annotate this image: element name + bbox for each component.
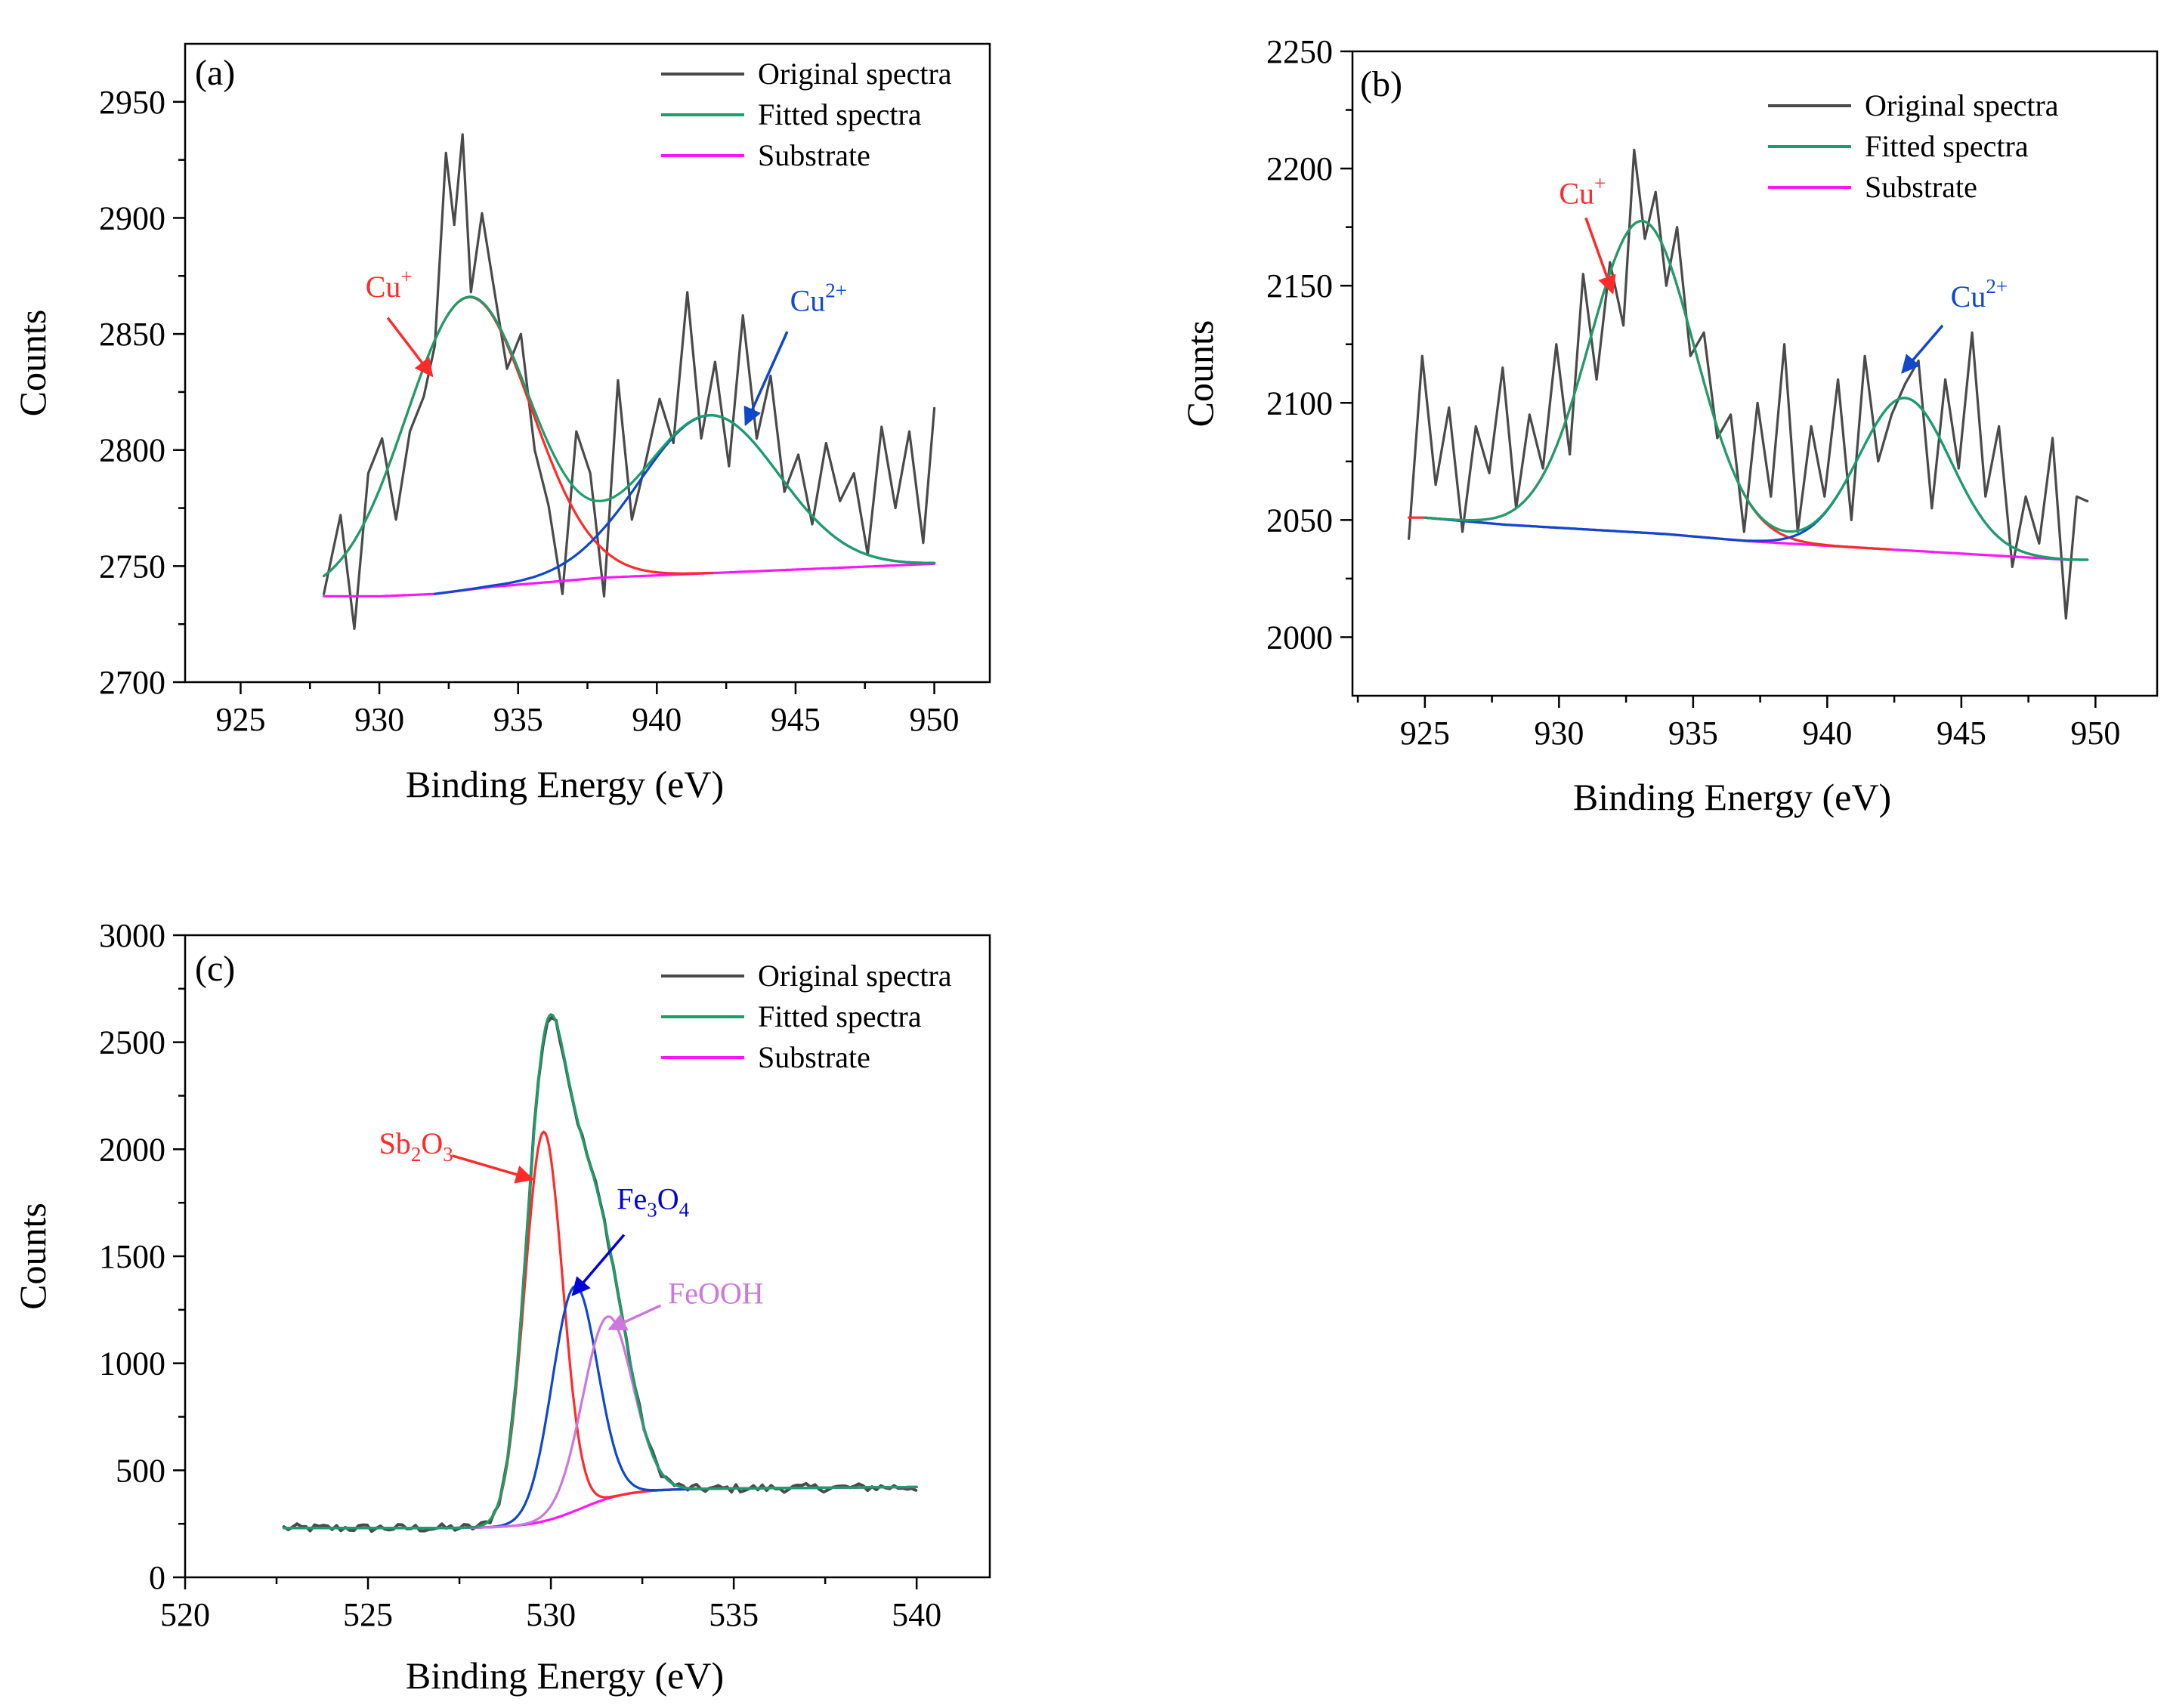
annotation-arrow xyxy=(1901,324,1944,374)
x-tick-label: 940 xyxy=(632,701,682,738)
y-tick-label: 2800 xyxy=(99,432,165,469)
y-axis-title: Counts xyxy=(11,1203,54,1310)
y-tick-label: 2950 xyxy=(99,84,165,121)
legend-label: Substrate xyxy=(1865,170,1977,204)
series-original-spectra xyxy=(1408,148,2089,620)
y-axis-title: Counts xyxy=(1179,320,1221,428)
x-tick-label: 940 xyxy=(1802,715,1852,752)
panel-a: 925 930 935 940 945 950 2700 2750 2800 2850 2900 29… xyxy=(11,42,991,805)
x-axis-title: Binding Energy (eV) xyxy=(406,1654,724,1697)
x-tick-label: 535 xyxy=(709,1596,759,1633)
annotation-label: Cu2+ xyxy=(790,279,847,317)
legend-label: Fitted spectra xyxy=(1865,129,2029,163)
series-fitted-spectra xyxy=(1423,220,2089,561)
legend-label: Original spectra xyxy=(758,57,952,91)
y-tick-label: 2200 xyxy=(1266,150,1333,187)
y-tick-label: 2850 xyxy=(99,316,165,353)
x-tick-label: 935 xyxy=(493,701,543,738)
annotation-arrow xyxy=(743,331,789,427)
x-tick-label: 925 xyxy=(215,701,265,738)
y-tick-label: 1500 xyxy=(99,1238,165,1275)
series-cu-component xyxy=(1408,220,1890,551)
y-tick-label: 2150 xyxy=(1266,267,1333,304)
legend: Original spectra Fitted spectra Substrate xyxy=(1768,88,2059,204)
annotation-label: Sb2O3 xyxy=(379,1126,453,1166)
y-tick-label: 500 xyxy=(116,1452,165,1489)
legend-label: Fitted spectra xyxy=(758,97,922,131)
y-tick-label: 1000 xyxy=(99,1345,165,1382)
x-tick-label: 945 xyxy=(771,701,821,738)
x-tick-label: 935 xyxy=(1668,715,1718,752)
annotation-arrow xyxy=(571,1234,626,1296)
y-tick-label: 2050 xyxy=(1266,502,1333,539)
annotation-arrow xyxy=(451,1154,535,1184)
panel-b: 925 930 935 940 945 950 2000 2050 2100 2150 2200 22… xyxy=(1179,33,2159,818)
y-axis-title: Counts xyxy=(11,310,54,417)
y-tick-label: 2000 xyxy=(1266,619,1333,656)
annotation-label: Cu+ xyxy=(366,265,413,304)
y-tick-label: 2900 xyxy=(99,199,165,236)
y-tick-label: 2100 xyxy=(1266,385,1333,422)
legend-label: Substrate xyxy=(758,1040,870,1074)
legend-label: Original spectra xyxy=(758,959,952,993)
annotation-label: Cu2+ xyxy=(1951,275,2008,313)
y-tick-label: 2700 xyxy=(99,664,165,701)
plot-area xyxy=(323,133,936,630)
series-original-spectra xyxy=(323,133,936,630)
plot-area xyxy=(282,1013,918,1533)
y-tick-label: 2000 xyxy=(99,1131,165,1168)
annotation-label: Fe3O4 xyxy=(617,1182,689,1222)
series-fitted-spectra xyxy=(283,1013,918,1530)
x-tick-label: 520 xyxy=(160,1596,210,1633)
panel-label: (a) xyxy=(195,53,235,93)
panel-label: (c) xyxy=(195,949,235,989)
x-tick-label: 945 xyxy=(1937,715,1986,752)
y-tick-label: 2500 xyxy=(99,1024,165,1061)
annotation-label: FeOOH xyxy=(668,1276,764,1310)
legend-label: Substrate xyxy=(758,138,870,172)
annotation-arrow xyxy=(607,1304,662,1331)
x-axis-title: Binding Energy (eV) xyxy=(1573,776,1891,818)
y-tick-label: 2250 xyxy=(1266,33,1333,70)
x-tick-label: 950 xyxy=(910,701,960,738)
annotation-label: Cu+ xyxy=(1559,172,1606,211)
legend-label: Fitted spectra xyxy=(758,999,922,1033)
legend: Original spectra Fitted spectra Substrate xyxy=(661,959,952,1074)
plot-frame xyxy=(1351,50,2159,697)
x-tick-label: 930 xyxy=(1534,715,1584,752)
x-tick-label: 525 xyxy=(343,1596,393,1633)
series-substrate xyxy=(1423,516,2070,561)
x-tick-label: 950 xyxy=(2070,715,2120,752)
legend-label: Original spectra xyxy=(1865,88,2059,122)
series-fitted-spectra xyxy=(323,295,936,578)
legend: Original spectra Fitted spectra Substrate xyxy=(661,57,952,172)
plot-area xyxy=(1408,148,2089,620)
x-axis-title: Binding Energy (eV) xyxy=(406,763,724,805)
x-tick-label: 540 xyxy=(892,1596,941,1633)
y-tick-label: 0 xyxy=(149,1559,165,1596)
panel-label: (b) xyxy=(1360,64,1402,104)
y-tick-label: 2750 xyxy=(99,548,165,585)
annotation-arrow xyxy=(386,317,434,378)
annotation-arrow xyxy=(1584,217,1616,295)
series-substrate xyxy=(283,1485,918,1530)
series-original-spectra xyxy=(282,1016,918,1533)
x-tick-label: 925 xyxy=(1400,715,1450,752)
panel-c: 520 525 530 535 540 0 500 1000 1500 2000 2500 3000 B… xyxy=(11,917,991,1697)
x-tick-label: 930 xyxy=(354,701,404,738)
x-tick-label: 530 xyxy=(526,1596,576,1633)
y-tick-label: 3000 xyxy=(99,917,165,954)
series-substrate xyxy=(323,562,936,598)
